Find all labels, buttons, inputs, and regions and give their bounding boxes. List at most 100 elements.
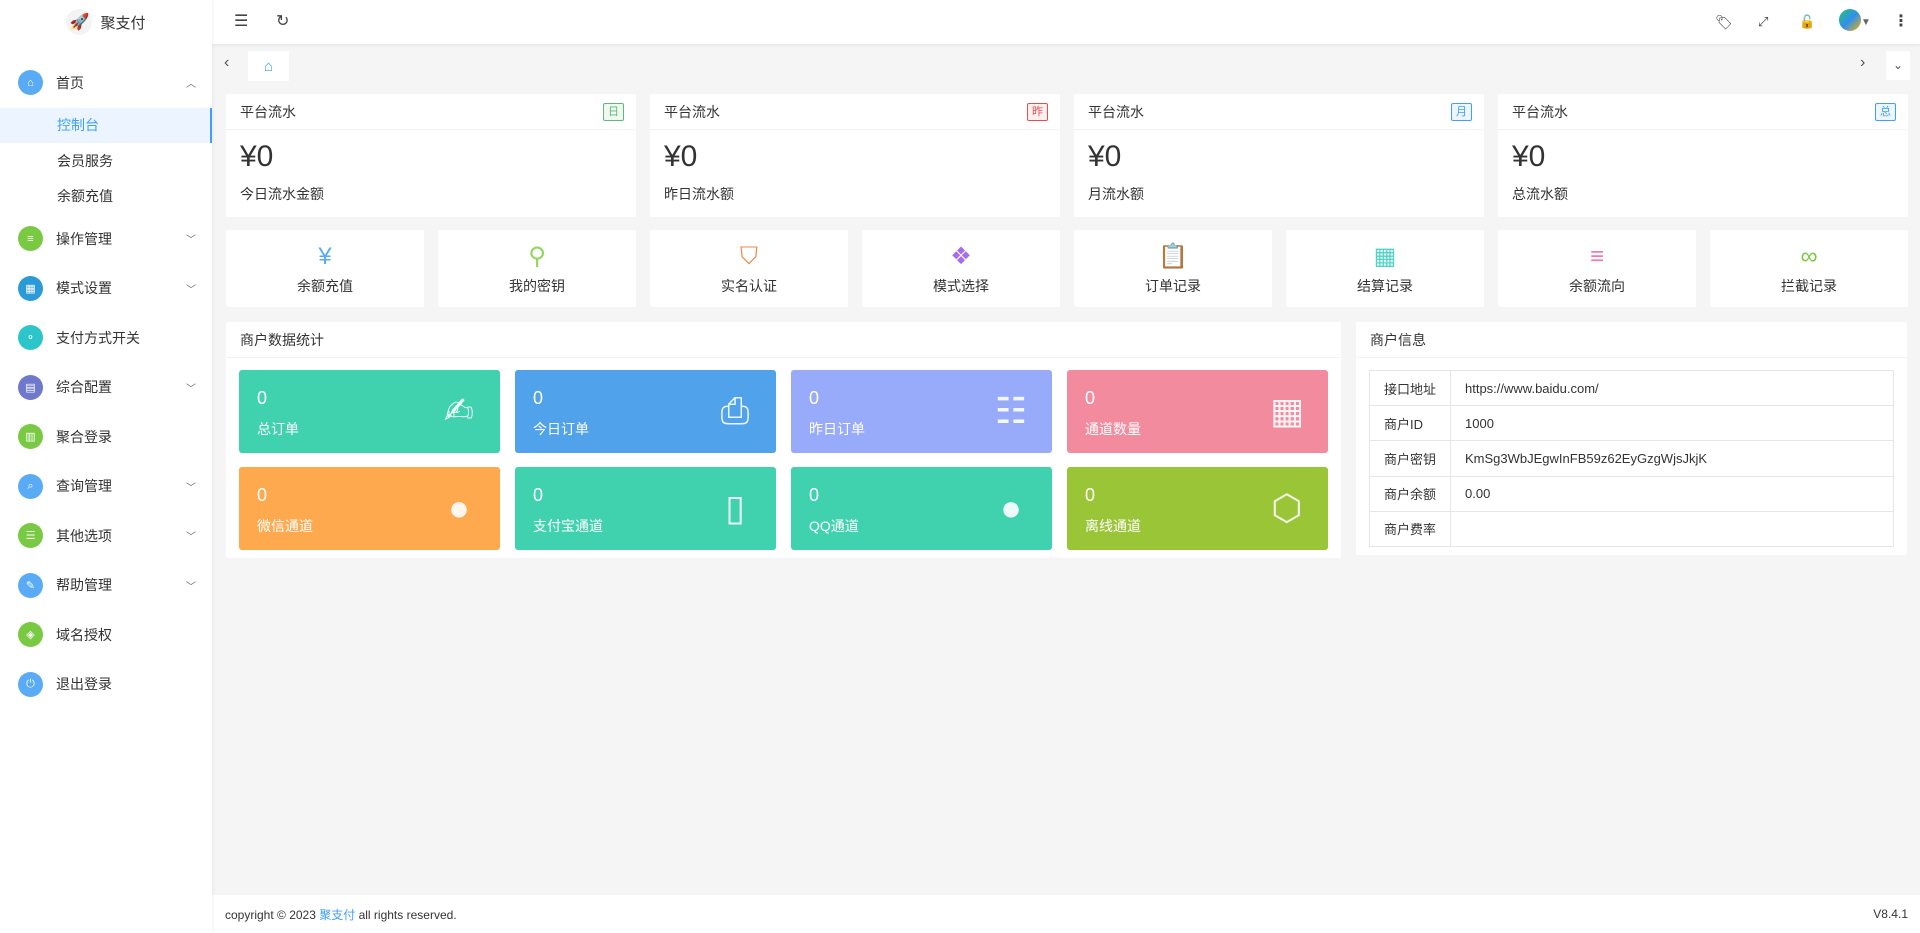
key-icon: ⚲	[528, 242, 546, 270]
sidebar-item-label: 退出登录	[56, 676, 112, 693]
quick-link[interactable]: ¥ 余额充值	[226, 230, 424, 307]
stat-title: 平台流水	[1088, 103, 1144, 120]
phone-icon: ▯	[725, 487, 745, 528]
table-row: 商户余额 0.00	[1369, 475, 1894, 512]
tabs-bar: ‹ ⌂ › ⌄	[212, 44, 1920, 81]
more-vertical-icon[interactable]: ⋮	[1893, 13, 1909, 30]
quick-link-label: 实名认证	[721, 277, 777, 294]
sidebar-item[interactable]: ⌂ 首页 ︿	[0, 58, 212, 108]
stat-tile: 0 总订单 ✍	[239, 370, 500, 453]
refresh-icon[interactable]: ↻	[276, 13, 290, 30]
sidebar-subitem[interactable]: 会员服务	[57, 152, 113, 169]
sidebar-subitem[interactable]: 控制台	[0, 107, 212, 143]
quick-link[interactable]: ❖ 模式选择	[862, 230, 1060, 307]
brand-logo[interactable]: 🚀 聚支付	[0, 0, 212, 44]
info-value: 0.00	[1450, 475, 1894, 512]
tile-value: 0	[257, 485, 268, 505]
tile-label: 昨日订单	[809, 421, 865, 437]
tag-icon[interactable]: 🏷	[1715, 14, 1733, 30]
qq-icon: ●	[1000, 487, 1022, 528]
sidebar-item-label: 帮助管理	[56, 577, 112, 594]
quick-link-label: 余额充值	[297, 277, 353, 294]
list-icon: ☰	[18, 523, 43, 549]
panel-title: 商户信息	[1356, 322, 1907, 358]
stat-value: ¥0	[1512, 140, 1546, 173]
fullscreen-icon[interactable]: ⤢	[1758, 14, 1769, 29]
sidebar-subitem[interactable]: 余额充值	[57, 188, 113, 205]
info-value: 1000	[1450, 405, 1894, 442]
sidebar-item[interactable]: ≡ 操作管理 ﹀	[0, 214, 212, 264]
sidebar-item[interactable]: ◈ 域名授权	[0, 610, 212, 660]
panel-title: 商户数据统计	[226, 322, 1341, 358]
sidebar-item[interactable]: ⚬ 支付方式开关	[0, 313, 212, 363]
info-key: 商户密钥	[1369, 440, 1451, 477]
tile-label: 微信通道	[257, 518, 313, 534]
tab-menu-dropdown[interactable]: ⌄	[1886, 51, 1910, 80]
table-row: 商户费率	[1369, 510, 1894, 547]
quick-link-label: 我的密钥	[509, 277, 565, 294]
stat-title: 平台流水	[240, 103, 296, 120]
table-row: 商户ID 1000	[1369, 405, 1894, 442]
quick-link[interactable]: ▦ 结算记录	[1286, 230, 1484, 307]
clipboard-icon: 📋	[1158, 242, 1188, 270]
info-key: 接口地址	[1369, 369, 1451, 407]
footer: copyright © 2023 聚支付 all rights reserved…	[212, 895, 1920, 933]
stat-card: 平台流水 总 ¥0 总流水额	[1498, 94, 1908, 217]
tile-value: 0	[257, 388, 268, 408]
chevron-down-icon: ﹀	[186, 581, 196, 593]
merchant-stats-panel: 商户数据统计 0 总订单 ✍ 0 今日订单 ⎙ 0 昨日订单 ☷ 0 通道数量 ▦ 0 微信通道 ● 0 支付宝…	[226, 322, 1341, 558]
quick-link-label: 模式选择	[933, 277, 989, 294]
infinity-icon: ∞	[1800, 242, 1818, 270]
quick-link-label: 余额流向	[1569, 277, 1625, 294]
chevron-up-icon: ︿	[186, 79, 196, 91]
quick-link[interactable]: ≡ 余额流向	[1498, 230, 1696, 307]
quick-link[interactable]: ⚲ 我的密钥	[438, 230, 636, 307]
rocket-logo-icon: 🚀	[66, 9, 93, 35]
copyright: copyright © 2023 聚支付 all rights reserved…	[225, 907, 457, 922]
sidebar-item[interactable]: ▥ 聚合登录	[0, 412, 212, 462]
tile-value: 0	[533, 388, 544, 408]
stat-card: 平台流水 日 ¥0 今日流水金额	[226, 94, 636, 217]
tab-home[interactable]: ⌂	[248, 51, 289, 81]
tile-label: QQ通道	[809, 518, 859, 534]
tile-label: 今日订单	[533, 421, 589, 437]
version: V8.4.1	[1873, 907, 1908, 921]
stat-card: 平台流水 昨 ¥0 昨日流水额	[650, 94, 1060, 217]
sidebar-item[interactable]: ⌕ 查询管理 ﹀	[0, 462, 212, 512]
sidebar-item[interactable]: ⏻ 退出登录	[0, 660, 212, 710]
sidebar-nav: ⌂ 首页 ︿ 控制台 会员服务 余额充值 ≡ 操作管理 ﹀ ▦ 模式设置 ﹀ ⚬ 支付方式开关 ▤ 综合配置 ﹀…	[0, 58, 212, 709]
search-icon: ⌕	[18, 473, 43, 499]
home-icon: ⌂	[263, 57, 274, 75]
quick-link[interactable]: ∞ 拦截记录	[1710, 230, 1908, 307]
stat-value: ¥0	[664, 140, 698, 173]
tile-value: 0	[809, 485, 820, 505]
avatar[interactable]: ▼	[1839, 9, 1871, 37]
sidebar-item-label: 操作管理	[56, 230, 112, 247]
brand-link[interactable]: 聚支付	[319, 907, 356, 922]
sidebar-item-label: 首页	[56, 74, 84, 91]
collapse-menu-icon[interactable]: ☰	[234, 13, 249, 30]
stat-tile: 0 今日订单 ⎙	[515, 370, 776, 453]
yen-icon: ¥	[318, 242, 332, 270]
sidebar-item[interactable]: ▤ 综合配置 ﹀	[0, 363, 212, 413]
sidebar: 🚀 聚支付 ⌂ 首页 ︿ 控制台 会员服务 余额充值 ≡ 操作管理 ﹀ ▦ 模式设置 ﹀ ⚬ 支付方式开关…	[0, 0, 212, 933]
quick-link[interactable]: 📋 订单记录	[1074, 230, 1272, 307]
cube-icon: ⬡	[1271, 487, 1303, 528]
quick-link-label: 订单记录	[1145, 277, 1201, 294]
sidebar-item-label: 聚合登录	[56, 428, 112, 445]
sidebar-item[interactable]: ☰ 其他选项 ﹀	[0, 511, 212, 561]
sidebar-item[interactable]: ✎ 帮助管理 ﹀	[0, 561, 212, 611]
stat-value: ¥0	[240, 140, 274, 173]
sidebar-item[interactable]: ▦ 模式设置 ﹀	[0, 264, 212, 314]
tile-value: 0	[1085, 388, 1096, 408]
calendar-icon: ▦	[1373, 242, 1397, 270]
quick-link[interactable]: ⛉ 实名认证	[650, 230, 848, 307]
lock-icon[interactable]: 🔓	[1799, 14, 1816, 29]
chevron-down-icon: ﹀	[186, 383, 196, 395]
tab-scroll-right-icon[interactable]: ›	[1860, 54, 1866, 71]
stat-tile: 0 通道数量 ▦	[1067, 370, 1328, 453]
login-icon: ▥	[18, 424, 43, 450]
tab-scroll-left-icon[interactable]: ‹	[224, 54, 230, 71]
chevron-down-icon: ﹀	[186, 532, 196, 544]
apps-icon: ❖	[950, 242, 972, 270]
